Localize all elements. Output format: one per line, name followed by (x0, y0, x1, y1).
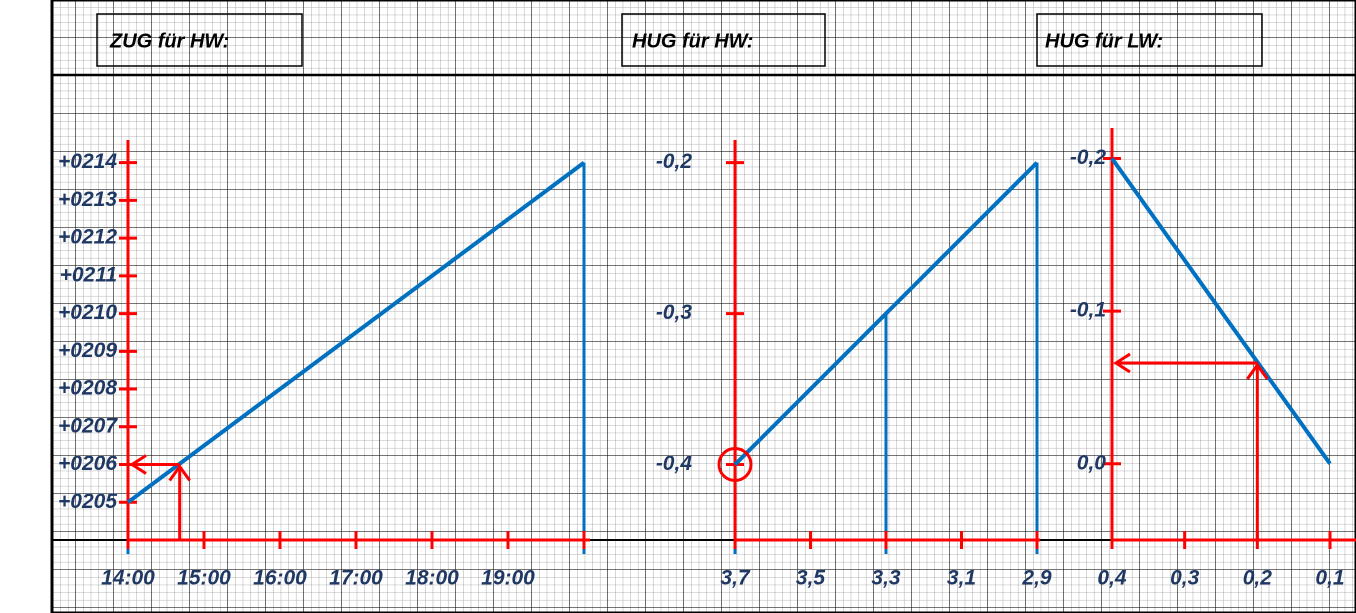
x-tick-label: 15:00 (177, 567, 231, 590)
y-tick-label: +0205 (58, 490, 117, 513)
y-tick-label: -0,1 (1070, 299, 1106, 322)
y-tick-label: +0207 (58, 414, 118, 437)
y-tick-label: +0209 (58, 339, 117, 362)
y-tick-label: +0214 (58, 150, 117, 173)
y-tick-label: -0,4 (656, 452, 693, 475)
x-tick-label: 0,1 (1315, 567, 1344, 590)
x-tick-label: 19:00 (481, 567, 535, 590)
paper-border (50, 0, 1356, 613)
y-tick-label: -0,2 (1070, 146, 1107, 169)
x-tick-label: 2,9 (1021, 567, 1052, 590)
x-tick-label: 14:00 (101, 567, 155, 590)
y-tick-label: -0,3 (656, 301, 693, 324)
arrow-head (1246, 362, 1269, 380)
y-tick-label: +0208 (58, 377, 117, 400)
y-tick-label: -0,2 (656, 150, 693, 173)
y-tick-label: +0206 (58, 452, 117, 475)
x-tick-label: 0,3 (1170, 567, 1200, 590)
x-tick-label: 16:00 (253, 567, 307, 590)
title-box (96, 13, 303, 67)
y-tick-label: 0,0 (1077, 451, 1107, 474)
y-tick-label: +0212 (58, 226, 117, 249)
y-tick-label: +0213 (58, 188, 117, 211)
x-tick-label: 17:00 (329, 567, 383, 590)
chart-title: HUG für HW: (632, 30, 753, 52)
series-line (733, 161, 1039, 466)
y-tick-label: +0210 (58, 301, 117, 324)
x-tick-label: 3,7 (720, 567, 751, 590)
x-tick-label: 0,2 (1243, 567, 1273, 590)
title-box (1036, 13, 1263, 67)
graph-paper (52, 0, 1356, 613)
x-tick-label: 0,4 (1097, 567, 1127, 590)
x-tick-label: 3,5 (796, 567, 826, 590)
highlight-circle (717, 447, 753, 483)
x-tick-label: 3,1 (947, 567, 976, 590)
title-box (621, 13, 826, 67)
series-line (126, 161, 586, 504)
arrow-head (129, 454, 147, 475)
series-line (1110, 157, 1332, 465)
chart-title: ZUG für HW: (109, 30, 229, 52)
x-tick-label: 3,3 (871, 567, 901, 590)
chart-title: HUG für LW: (1045, 30, 1163, 52)
arrow-head (1113, 352, 1131, 374)
x-tick-label: 18:00 (405, 567, 459, 590)
y-tick-label: +0211 (60, 263, 117, 286)
arrow-head (168, 463, 191, 482)
